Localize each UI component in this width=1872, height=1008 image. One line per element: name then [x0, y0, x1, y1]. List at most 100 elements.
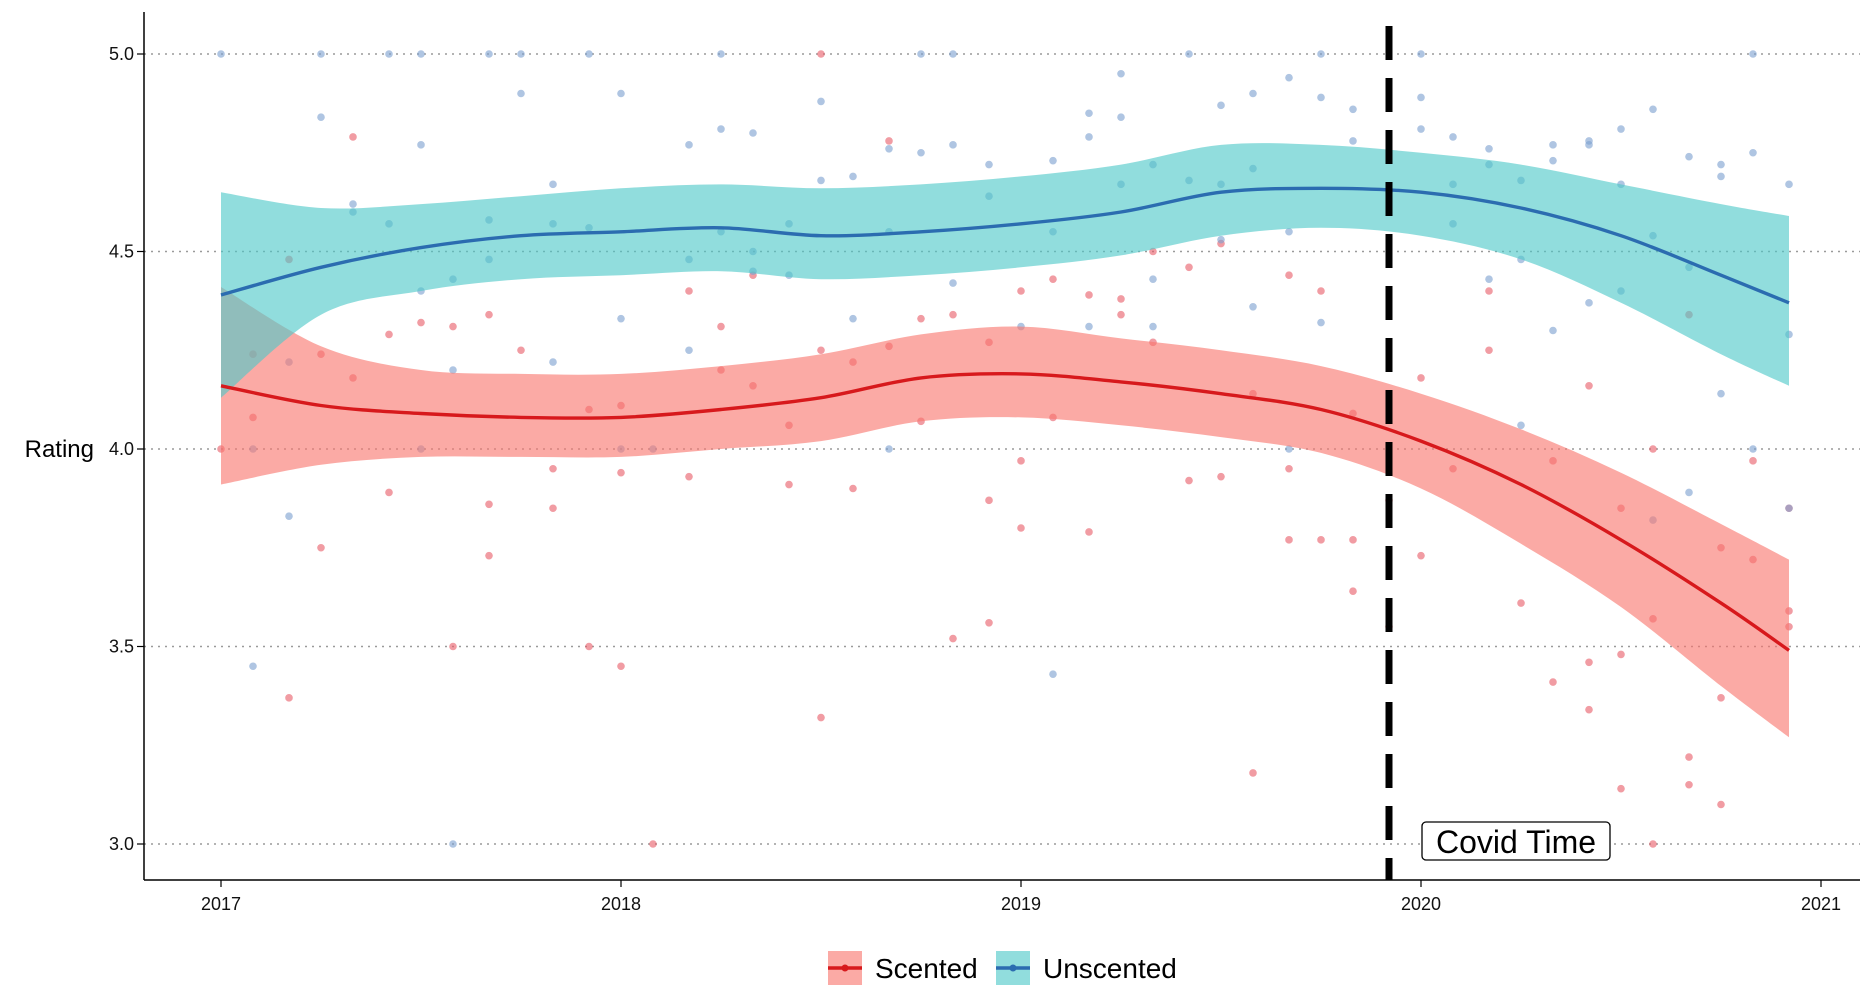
- scatter-point-unscented: [1785, 504, 1793, 513]
- scatter-point-unscented: [1549, 141, 1557, 149]
- scatter-point-unscented: [1085, 133, 1093, 141]
- legend-label: Unscented: [1043, 953, 1177, 984]
- trend-lines: [220, 186, 1790, 652]
- scatter-point-unscented: [1749, 50, 1757, 58]
- line-scented: [220, 372, 1790, 652]
- scatter-point-scented: [1185, 263, 1193, 272]
- scatter-point-unscented: [1417, 93, 1425, 102]
- band-unscented: [221, 143, 1789, 398]
- line-unscented: [220, 186, 1790, 305]
- scatter-point-scented: [549, 504, 557, 513]
- scatter-point-unscented: [1585, 141, 1593, 149]
- scatter-point-scented: [485, 310, 493, 319]
- scatter-point-unscented: [1149, 322, 1157, 331]
- scatter-point-unscented: [1285, 445, 1293, 453]
- scatter-point-unscented: [417, 141, 425, 149]
- scatter-point-unscented: [549, 180, 557, 189]
- scatter-point-scented: [685, 472, 693, 481]
- scatter-point-unscented: [1749, 148, 1757, 157]
- scatter-point-unscented: [1585, 299, 1593, 307]
- scatter-point-unscented: [849, 314, 857, 323]
- scatter-point-scented: [1417, 551, 1425, 560]
- scatter-point-scented: [1017, 524, 1025, 532]
- scatter-point-scented: [617, 662, 625, 671]
- scatter-point-unscented: [949, 141, 957, 149]
- scatter-point-scented: [1649, 445, 1657, 453]
- scatter-point-scented: [1017, 287, 1025, 295]
- scatter-point-scented: [517, 346, 525, 355]
- y-tick-label: 4.0: [109, 439, 134, 459]
- scatter-point-scented: [1285, 536, 1293, 544]
- scatter-point-unscented: [1749, 445, 1757, 453]
- scatter-point-unscented: [317, 113, 325, 121]
- scatter-point-unscented: [1317, 93, 1325, 102]
- scatter-point-unscented: [1349, 137, 1357, 145]
- scatter-point-scented: [449, 642, 457, 651]
- scatter-point-unscented: [1249, 89, 1257, 98]
- scatter-point-unscented: [1117, 113, 1125, 121]
- scatter-point-scented: [585, 642, 593, 651]
- scatter-point-unscented: [417, 50, 425, 58]
- scatter-point-unscented: [685, 346, 693, 355]
- scatter-point-unscented: [449, 840, 457, 848]
- scatter-point-scented: [1585, 705, 1593, 714]
- scatter-point-scented: [617, 468, 625, 477]
- scatter-point-scented: [1285, 271, 1293, 280]
- scatter-point-scented: [1617, 784, 1625, 793]
- scatter-point-scented: [1317, 287, 1325, 295]
- scatter-point-scented: [1349, 536, 1357, 544]
- legend: Scented Unscented: [828, 951, 1177, 985]
- scatter-point-unscented: [1317, 318, 1325, 327]
- x-tick-label: 2018: [601, 894, 641, 914]
- scatter-point-unscented: [617, 89, 625, 98]
- scatter-point-unscented: [1317, 50, 1325, 58]
- scatter-point-unscented: [1649, 105, 1657, 114]
- scatter-point-scented: [449, 322, 457, 331]
- scatter-point-scented: [849, 484, 857, 493]
- scatter-point-unscented: [1685, 152, 1693, 161]
- scatter-point-unscented: [1217, 101, 1225, 110]
- scatter-point-scented: [1649, 840, 1657, 848]
- scatter-point-unscented: [1517, 421, 1525, 430]
- scatter-point-scented: [685, 287, 693, 295]
- legend-dot: [1009, 964, 1017, 972]
- scatter-point-unscented: [617, 314, 625, 323]
- scatter-point-scented: [949, 310, 957, 319]
- legend-item-unscented: Unscented: [996, 951, 1177, 985]
- scatter-point-scented: [1285, 464, 1293, 473]
- scatter-point-scented: [1617, 650, 1625, 659]
- scatter-point-scented: [649, 840, 657, 848]
- scatter-point-scented: [885, 137, 893, 145]
- scatter-point-scented: [349, 133, 357, 141]
- scatter-point-scented: [785, 480, 793, 489]
- scatter-point-scented: [949, 634, 957, 643]
- scatter-point-scented: [985, 619, 993, 627]
- annotation-box: [1421, 821, 1611, 861]
- scatter-point-scented: [1717, 694, 1725, 702]
- scatter-point-unscented: [849, 172, 857, 181]
- scatter-point-unscented: [517, 89, 525, 98]
- scatter-point-scented: [1417, 374, 1425, 382]
- annotation-text: Covid Time: [1436, 824, 1596, 860]
- scatter-point-scented: [385, 488, 393, 497]
- axes: 3.0 3.5 4.0 4.5 5.0 2017 2018 2019 2020 2021: [109, 12, 1860, 914]
- scatter-point-scented: [817, 50, 825, 58]
- scatter-point-unscented: [1049, 156, 1057, 165]
- scatter-point-scented: [1117, 310, 1125, 319]
- scatter-point-scented: [1085, 528, 1093, 536]
- scatter-point-scented: [1117, 295, 1125, 303]
- scatter-point-unscented: [1717, 160, 1725, 169]
- scatter-point-unscented: [917, 148, 925, 157]
- scatter-point-unscented: [949, 50, 957, 58]
- scatter-point-scented: [1585, 382, 1593, 390]
- scatter-point-scented: [1349, 587, 1357, 595]
- scatter-point-unscented: [817, 97, 825, 106]
- scatter-point-scented: [1717, 800, 1725, 809]
- scatter-point-scented: [1517, 599, 1525, 607]
- scatter-point-unscented: [885, 445, 893, 453]
- scatter-point-scented: [417, 318, 425, 327]
- scatter-point-unscented: [949, 279, 957, 287]
- scatter-point-scented: [1485, 346, 1493, 355]
- scatter-point-scented: [485, 500, 493, 509]
- confidence-bands: [221, 143, 1789, 738]
